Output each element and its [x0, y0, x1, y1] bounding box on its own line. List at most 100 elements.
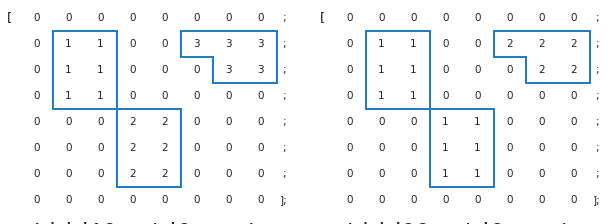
Text: 1: 1	[97, 65, 104, 75]
Text: 0: 0	[193, 13, 200, 23]
Text: 1: 1	[442, 117, 449, 127]
Text: 0: 0	[346, 169, 353, 179]
Text: 0: 0	[33, 169, 40, 179]
Text: 0: 0	[97, 195, 104, 205]
Text: 1: 1	[65, 91, 72, 101]
Text: 0: 0	[410, 195, 417, 205]
Text: 0: 0	[570, 13, 577, 23]
Text: 0: 0	[161, 13, 168, 23]
Text: 0: 0	[193, 195, 200, 205]
Text: 0: 0	[506, 143, 513, 153]
Text: 1: 1	[410, 91, 417, 101]
Text: 0: 0	[474, 195, 481, 205]
Text: Labeled 4-Connected Components: Labeled 4-Connected Components	[35, 222, 262, 224]
Text: 2: 2	[129, 117, 136, 127]
Text: ;: ;	[282, 39, 285, 49]
Text: 0: 0	[258, 195, 264, 205]
Text: 0: 0	[378, 169, 385, 179]
Text: 0: 0	[193, 65, 200, 75]
Text: 2: 2	[506, 39, 513, 49]
Text: 2: 2	[570, 39, 577, 49]
Text: 0: 0	[538, 143, 545, 153]
Text: ;: ;	[595, 39, 598, 49]
Text: 0: 0	[193, 169, 200, 179]
Text: ;: ;	[595, 117, 598, 127]
Text: 0: 0	[570, 91, 577, 101]
Text: 1: 1	[378, 65, 385, 75]
Text: 0: 0	[538, 117, 545, 127]
Text: 0: 0	[570, 117, 577, 127]
Text: 0: 0	[410, 117, 417, 127]
Text: 0: 0	[193, 117, 200, 127]
Text: 0: 0	[161, 91, 168, 101]
Text: ;: ;	[595, 13, 598, 23]
Text: 0: 0	[97, 13, 104, 23]
Text: 1: 1	[474, 143, 481, 153]
Text: 0: 0	[474, 91, 481, 101]
Text: 0: 0	[506, 195, 513, 205]
Text: ;: ;	[282, 117, 285, 127]
Text: ;: ;	[282, 13, 285, 23]
Text: 1: 1	[474, 169, 481, 179]
Text: 2: 2	[129, 143, 136, 153]
Text: 0: 0	[65, 169, 72, 179]
Text: 0: 0	[65, 117, 72, 127]
Text: 0: 0	[193, 91, 200, 101]
Text: 0: 0	[226, 91, 232, 101]
Text: 0: 0	[97, 143, 104, 153]
Text: 0: 0	[442, 13, 449, 23]
Text: 0: 0	[346, 117, 353, 127]
Text: 0: 0	[410, 143, 417, 153]
Text: 0: 0	[258, 91, 264, 101]
Text: 0: 0	[226, 13, 232, 23]
Text: 0: 0	[474, 65, 481, 75]
Text: 2: 2	[538, 39, 545, 49]
Text: 0: 0	[226, 117, 232, 127]
Text: 1: 1	[442, 143, 449, 153]
Text: 0: 0	[258, 117, 264, 127]
Text: 0: 0	[442, 91, 449, 101]
Text: 2: 2	[538, 65, 545, 75]
Text: ];: ];	[280, 195, 288, 205]
Text: 0: 0	[506, 169, 513, 179]
Text: 0: 0	[538, 195, 545, 205]
Text: 3: 3	[225, 39, 232, 49]
Text: 0: 0	[570, 195, 577, 205]
Text: 3: 3	[225, 65, 232, 75]
Text: ;: ;	[595, 169, 598, 179]
Text: 0: 0	[570, 169, 577, 179]
Text: 0: 0	[378, 117, 385, 127]
Text: 0: 0	[506, 117, 513, 127]
Text: 2: 2	[570, 65, 577, 75]
Text: 3: 3	[193, 39, 200, 49]
Text: 0: 0	[258, 169, 264, 179]
Text: 0: 0	[474, 13, 481, 23]
Text: 0: 0	[442, 65, 449, 75]
Text: 0: 0	[410, 169, 417, 179]
Text: 0: 0	[226, 143, 232, 153]
Text: ;: ;	[282, 169, 285, 179]
Text: 1: 1	[378, 39, 385, 49]
Text: 0: 0	[226, 169, 232, 179]
Text: 0: 0	[65, 13, 72, 23]
Text: 0: 0	[378, 13, 385, 23]
Text: 0: 0	[193, 143, 200, 153]
Text: 2: 2	[161, 143, 168, 153]
Text: [: [	[320, 11, 325, 24]
Text: 0: 0	[129, 91, 136, 101]
Text: 0: 0	[538, 91, 545, 101]
Text: ;: ;	[282, 65, 285, 75]
Text: 0: 0	[33, 117, 40, 127]
Text: 0: 0	[258, 143, 264, 153]
Text: 0: 0	[97, 169, 104, 179]
Text: 0: 0	[442, 39, 449, 49]
Text: 0: 0	[33, 195, 40, 205]
Text: ;: ;	[282, 91, 285, 101]
Text: 0: 0	[65, 143, 72, 153]
Text: Labeled 8-Connected Components: Labeled 8-Connected Components	[348, 222, 575, 224]
Text: 0: 0	[129, 13, 136, 23]
Text: 2: 2	[161, 117, 168, 127]
Text: 1: 1	[65, 39, 72, 49]
Text: ;: ;	[595, 143, 598, 153]
Text: 0: 0	[161, 195, 168, 205]
